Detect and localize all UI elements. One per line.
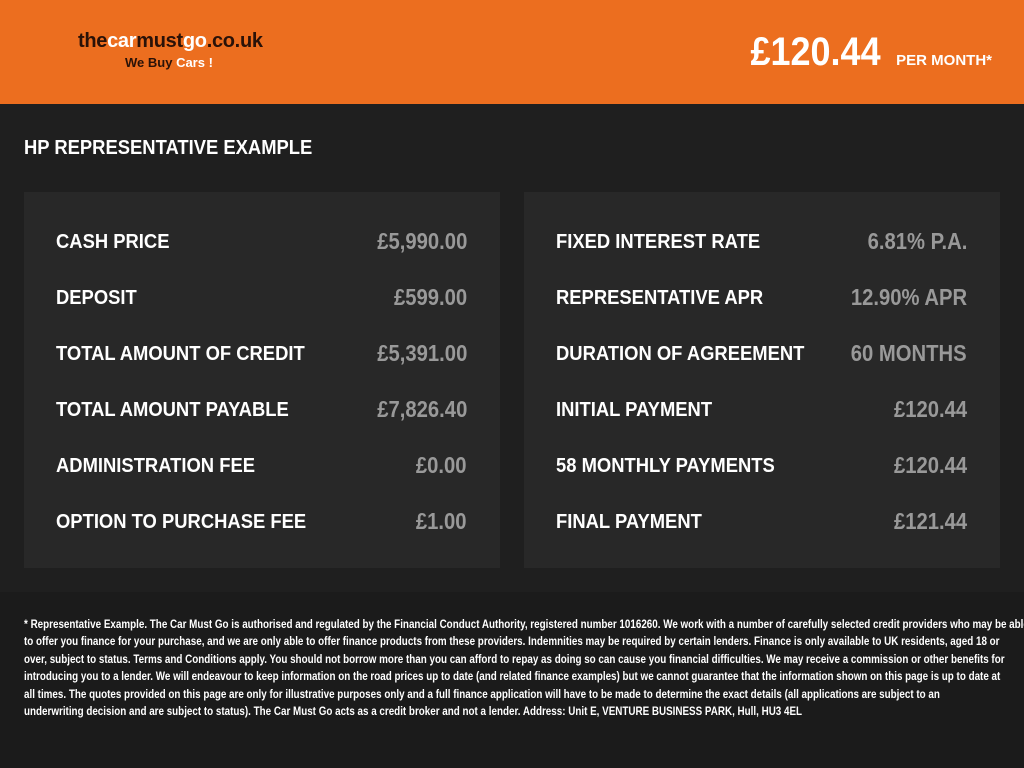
finance-row: REPRESENTATIVE APR 12.90% APR — [524, 278, 1000, 334]
right-panel: FIXED INTEREST RATE 6.81% P.A. REPRESENTAT… — [524, 192, 1000, 568]
page-title: HP REPRESENTATIVE EXAMPLE — [24, 137, 313, 159]
finance-row: TOTAL AMOUNT PAYABLE £7,826.40 — [24, 390, 500, 446]
disclaimer-line: all times. The quotes provided on this p… — [24, 686, 940, 701]
row-value: 6.81% P.A. — [867, 228, 967, 254]
disclaimer-line: over, subject to status. Terms and Condi… — [24, 651, 1005, 666]
row-label: DEPOSIT — [56, 287, 137, 309]
row-value: 60 MONTHS — [851, 340, 967, 366]
row-value: £599.00 — [393, 284, 467, 310]
finance-row: CASH PRICE £5,990.00 — [24, 222, 500, 278]
monthly-price: £120.44 PER MONTH* — [736, 30, 992, 75]
disclaimer-line: introducing you to a lender. We will end… — [24, 669, 1001, 684]
row-label: DURATION OF AGREEMENT — [556, 343, 805, 365]
row-value: £1.00 — [416, 508, 467, 534]
header: thecarmustgo.co.uk We Buy Cars ! £120.44… — [0, 0, 1024, 104]
row-label: CASH PRICE — [56, 231, 170, 253]
row-label: 58 MONTHLY PAYMENTS — [556, 455, 775, 477]
finance-row: DEPOSIT £599.00 — [24, 278, 500, 334]
row-label: OPTION TO PURCHASE FEE — [56, 511, 307, 533]
price-period: PER MONTH* — [896, 52, 992, 69]
logo-tagline: We Buy — [125, 55, 177, 70]
row-label: FIXED INTEREST RATE — [556, 231, 761, 253]
disclaimer: * Representative Example. The Car Must G… — [0, 592, 1024, 768]
finance-row: OPTION TO PURCHASE FEE £1.00 — [24, 502, 500, 558]
price-amount: £120.44 — [750, 30, 881, 74]
row-value: 12.90% APR — [850, 284, 967, 310]
row-value: £120.44 — [893, 452, 967, 478]
finance-row: DURATION OF AGREEMENT 60 MONTHS — [524, 334, 1000, 390]
row-label: TOTAL AMOUNT OF CREDIT — [56, 343, 305, 365]
row-value: £5,391.00 — [376, 340, 467, 366]
row-label: ADMINISTRATION FEE — [56, 455, 255, 477]
row-value: £120.44 — [893, 396, 967, 422]
finance-row: ADMINISTRATION FEE £0.00 — [24, 446, 500, 502]
logo-text: the — [78, 30, 108, 52]
disclaimer-line: to offer you finance for your purchase, … — [24, 634, 1000, 649]
logo-text: must — [136, 30, 183, 52]
finance-row: 58 MONTHLY PAYMENTS £120.44 — [524, 446, 1000, 502]
row-value: £0.00 — [416, 452, 467, 478]
logo-tagline: Cars ! — [176, 55, 213, 70]
logo-text: .co.uk — [206, 30, 263, 52]
finance-row: TOTAL AMOUNT OF CREDIT £5,391.00 — [24, 334, 500, 390]
row-label: FINAL PAYMENT — [556, 511, 702, 533]
finance-row: FINAL PAYMENT £121.44 — [524, 502, 1000, 558]
logo-text: go — [182, 30, 207, 52]
row-label: REPRESENTATIVE APR — [556, 287, 764, 309]
logo[interactable]: thecarmustgo.co.uk We Buy Cars ! — [78, 30, 263, 70]
finance-row: INITIAL PAYMENT £120.44 — [524, 390, 1000, 446]
row-label: TOTAL AMOUNT PAYABLE — [56, 399, 289, 421]
disclaimer-line: underwriting decision and are subject to… — [24, 704, 803, 719]
row-value: £5,990.00 — [376, 228, 467, 254]
left-panel: CASH PRICE £5,990.00 DEPOSIT £599.00 TOTAL A… — [24, 192, 500, 568]
row-label: INITIAL PAYMENT — [556, 399, 713, 421]
disclaimer-line: * Representative Example. The Car Must G… — [24, 617, 1024, 631]
logo-text: car — [107, 30, 137, 52]
finance-row: FIXED INTEREST RATE 6.81% P.A. — [524, 222, 1000, 278]
row-value: £7,826.40 — [376, 396, 467, 422]
row-value: £121.44 — [893, 508, 967, 534]
